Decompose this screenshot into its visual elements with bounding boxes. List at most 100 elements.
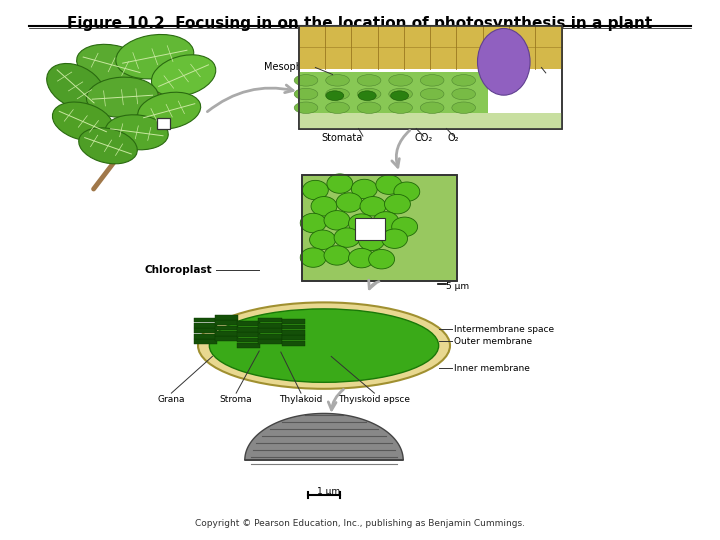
Bar	[237, 321, 260, 326]
Ellipse shape	[390, 91, 409, 100]
Ellipse shape	[116, 35, 194, 79]
Circle shape	[336, 193, 362, 212]
Ellipse shape	[53, 102, 113, 141]
FancyArrowPatch shape	[369, 280, 379, 289]
Bar	[215, 326, 238, 330]
Circle shape	[351, 179, 377, 199]
Ellipse shape	[452, 89, 475, 100]
Bar	[302, 176, 457, 281]
Bar	[299, 26, 562, 69]
Bar	[237, 332, 260, 337]
Text: Stomata: Stomata	[321, 133, 362, 143]
FancyArrowPatch shape	[328, 389, 343, 410]
Bar	[299, 72, 488, 113]
Bar	[237, 327, 260, 332]
Bar	[282, 319, 305, 324]
Text: O₂: O₂	[448, 133, 459, 143]
Text: Inner membrane: Inner membrane	[454, 364, 529, 373]
Text: Thylakoid: Thylakoid	[279, 395, 323, 404]
Bar	[299, 26, 562, 129]
Text: Thyıskoid əpsce: Thyıskoid əpsce	[338, 395, 410, 404]
Ellipse shape	[325, 75, 349, 86]
Circle shape	[394, 182, 420, 201]
Ellipse shape	[477, 29, 530, 95]
Ellipse shape	[76, 44, 147, 85]
Bar	[194, 318, 217, 322]
Ellipse shape	[78, 128, 138, 164]
Bar	[258, 328, 282, 333]
Text: Chloroplast: Chloroplast	[145, 265, 212, 275]
Ellipse shape	[420, 75, 444, 86]
Circle shape	[392, 217, 418, 237]
Ellipse shape	[198, 302, 450, 389]
Circle shape	[348, 214, 374, 233]
Circle shape	[376, 175, 402, 194]
Ellipse shape	[325, 102, 349, 113]
Bar	[355, 218, 385, 240]
Bar	[215, 336, 238, 341]
Ellipse shape	[357, 89, 381, 100]
Ellipse shape	[389, 102, 413, 113]
Text: Outer membrane: Outer membrane	[454, 337, 532, 346]
Ellipse shape	[357, 75, 381, 86]
Circle shape	[334, 228, 360, 247]
Ellipse shape	[294, 102, 318, 113]
Bar	[237, 343, 260, 348]
Bar	[237, 338, 260, 342]
Text: Intermembrane space: Intermembrane space	[454, 325, 554, 334]
Ellipse shape	[325, 91, 344, 100]
Ellipse shape	[151, 55, 216, 97]
Circle shape	[360, 197, 386, 216]
FancyArrowPatch shape	[392, 130, 410, 167]
Ellipse shape	[105, 115, 168, 150]
Bar	[258, 339, 282, 344]
Ellipse shape	[294, 75, 318, 86]
Ellipse shape	[210, 309, 438, 382]
Circle shape	[348, 248, 374, 268]
Text: CO₂: CO₂	[414, 133, 433, 143]
Ellipse shape	[294, 89, 318, 100]
Ellipse shape	[359, 91, 376, 100]
Bar	[282, 341, 305, 346]
Ellipse shape	[420, 89, 444, 100]
Bar	[299, 113, 562, 129]
Text: Vein: Vein	[544, 63, 564, 72]
Circle shape	[373, 212, 399, 231]
Bar	[302, 176, 457, 281]
Ellipse shape	[452, 102, 475, 113]
Polygon shape	[245, 414, 403, 460]
Circle shape	[300, 213, 326, 233]
Ellipse shape	[452, 75, 475, 86]
Bar	[282, 330, 305, 335]
Bar	[215, 331, 238, 336]
Circle shape	[359, 231, 384, 251]
Ellipse shape	[138, 92, 201, 129]
Bar	[258, 323, 282, 328]
Circle shape	[311, 197, 337, 216]
Text: Leaf cross section: Leaf cross section	[411, 36, 518, 46]
Text: Stroma: Stroma	[220, 395, 253, 404]
Circle shape	[324, 211, 350, 230]
Bar	[157, 118, 170, 129]
Ellipse shape	[47, 64, 104, 109]
Bar	[282, 325, 305, 329]
Text: Mesophyll: Mesophyll	[264, 63, 313, 72]
Text: Copyright © Pearson Education, Inc., publishing as Benjamin Cummings.: Copyright © Pearson Education, Inc., pub…	[195, 519, 525, 528]
FancyArrowPatch shape	[207, 85, 293, 112]
Circle shape	[327, 174, 353, 193]
Bar	[194, 334, 217, 339]
Bar	[215, 315, 238, 320]
Circle shape	[369, 249, 395, 269]
Bar	[258, 318, 282, 322]
Circle shape	[384, 194, 410, 214]
Ellipse shape	[86, 77, 158, 117]
Text: Grana: Grana	[158, 395, 185, 404]
Bar	[194, 328, 217, 333]
Circle shape	[302, 180, 328, 200]
Ellipse shape	[389, 89, 413, 100]
Circle shape	[310, 230, 336, 249]
Bar	[258, 334, 282, 339]
Ellipse shape	[357, 102, 381, 113]
Ellipse shape	[420, 102, 444, 113]
Text: 1 μm: 1 μm	[317, 487, 340, 496]
